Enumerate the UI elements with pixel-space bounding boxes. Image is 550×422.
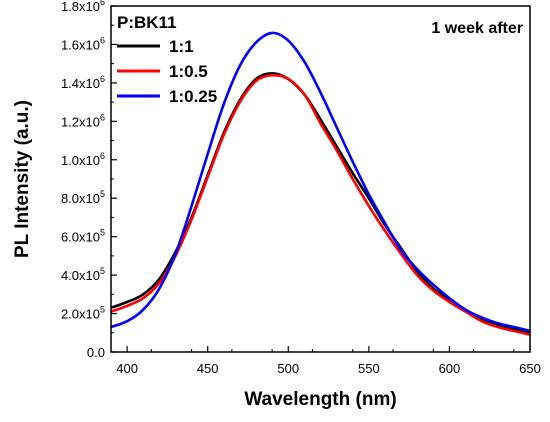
y-axis-ticks: 0.0 2.0x105 4.0x105 6.0x105 8.0x105 1.0x106 1.… (61, 0, 117, 360)
legend-label: 1:0.5 (169, 62, 208, 81)
y-tick-label: 1.0x106 (61, 151, 105, 168)
series-line-1-0-25 (110, 31, 531, 333)
y-tick-label: 0.0 (87, 345, 105, 360)
y-axis-title: PL Intensity (a.u.) (12, 100, 33, 258)
x-tick-label: 600 (439, 361, 461, 376)
y-tick-label: 1.4x106 (61, 74, 105, 91)
y-tick-label: 1.6x106 (61, 35, 105, 52)
y-tick-label: 1.8x106 (61, 0, 105, 14)
y-tick-label: 6.0x105 (61, 228, 105, 245)
x-tick-label: 400 (116, 361, 138, 376)
legend-label: 1:1 (169, 37, 194, 56)
plot-frame (110, 5, 531, 353)
y-tick-label: 4.0x105 (61, 266, 105, 283)
plot-series (110, 31, 531, 336)
x-tick-label: 450 (197, 361, 219, 376)
y-tick-label: 8.0x105 (61, 189, 105, 206)
legend: P:BK11 1:1 1:0.5 1:0.25 (117, 13, 217, 106)
series-line-1-0-5 (110, 73, 531, 336)
y-tick-label: 1.2x106 (61, 112, 105, 129)
series-line-1-1 (110, 72, 531, 335)
x-tick-label: 500 (277, 361, 299, 376)
annotation-text: 1 week after (431, 20, 523, 37)
y-tick-label: 2.0x105 (61, 305, 105, 322)
legend-title: P:BK11 (117, 13, 177, 32)
legend-label: 1:0.25 (169, 87, 217, 106)
x-axis-title: Wavelength (nm) (244, 389, 396, 410)
x-tick-label: 550 (358, 361, 380, 376)
x-tick-label: 650 (519, 361, 541, 376)
x-axis-ticks: 400 450 500 550 600 650 (110, 346, 541, 376)
